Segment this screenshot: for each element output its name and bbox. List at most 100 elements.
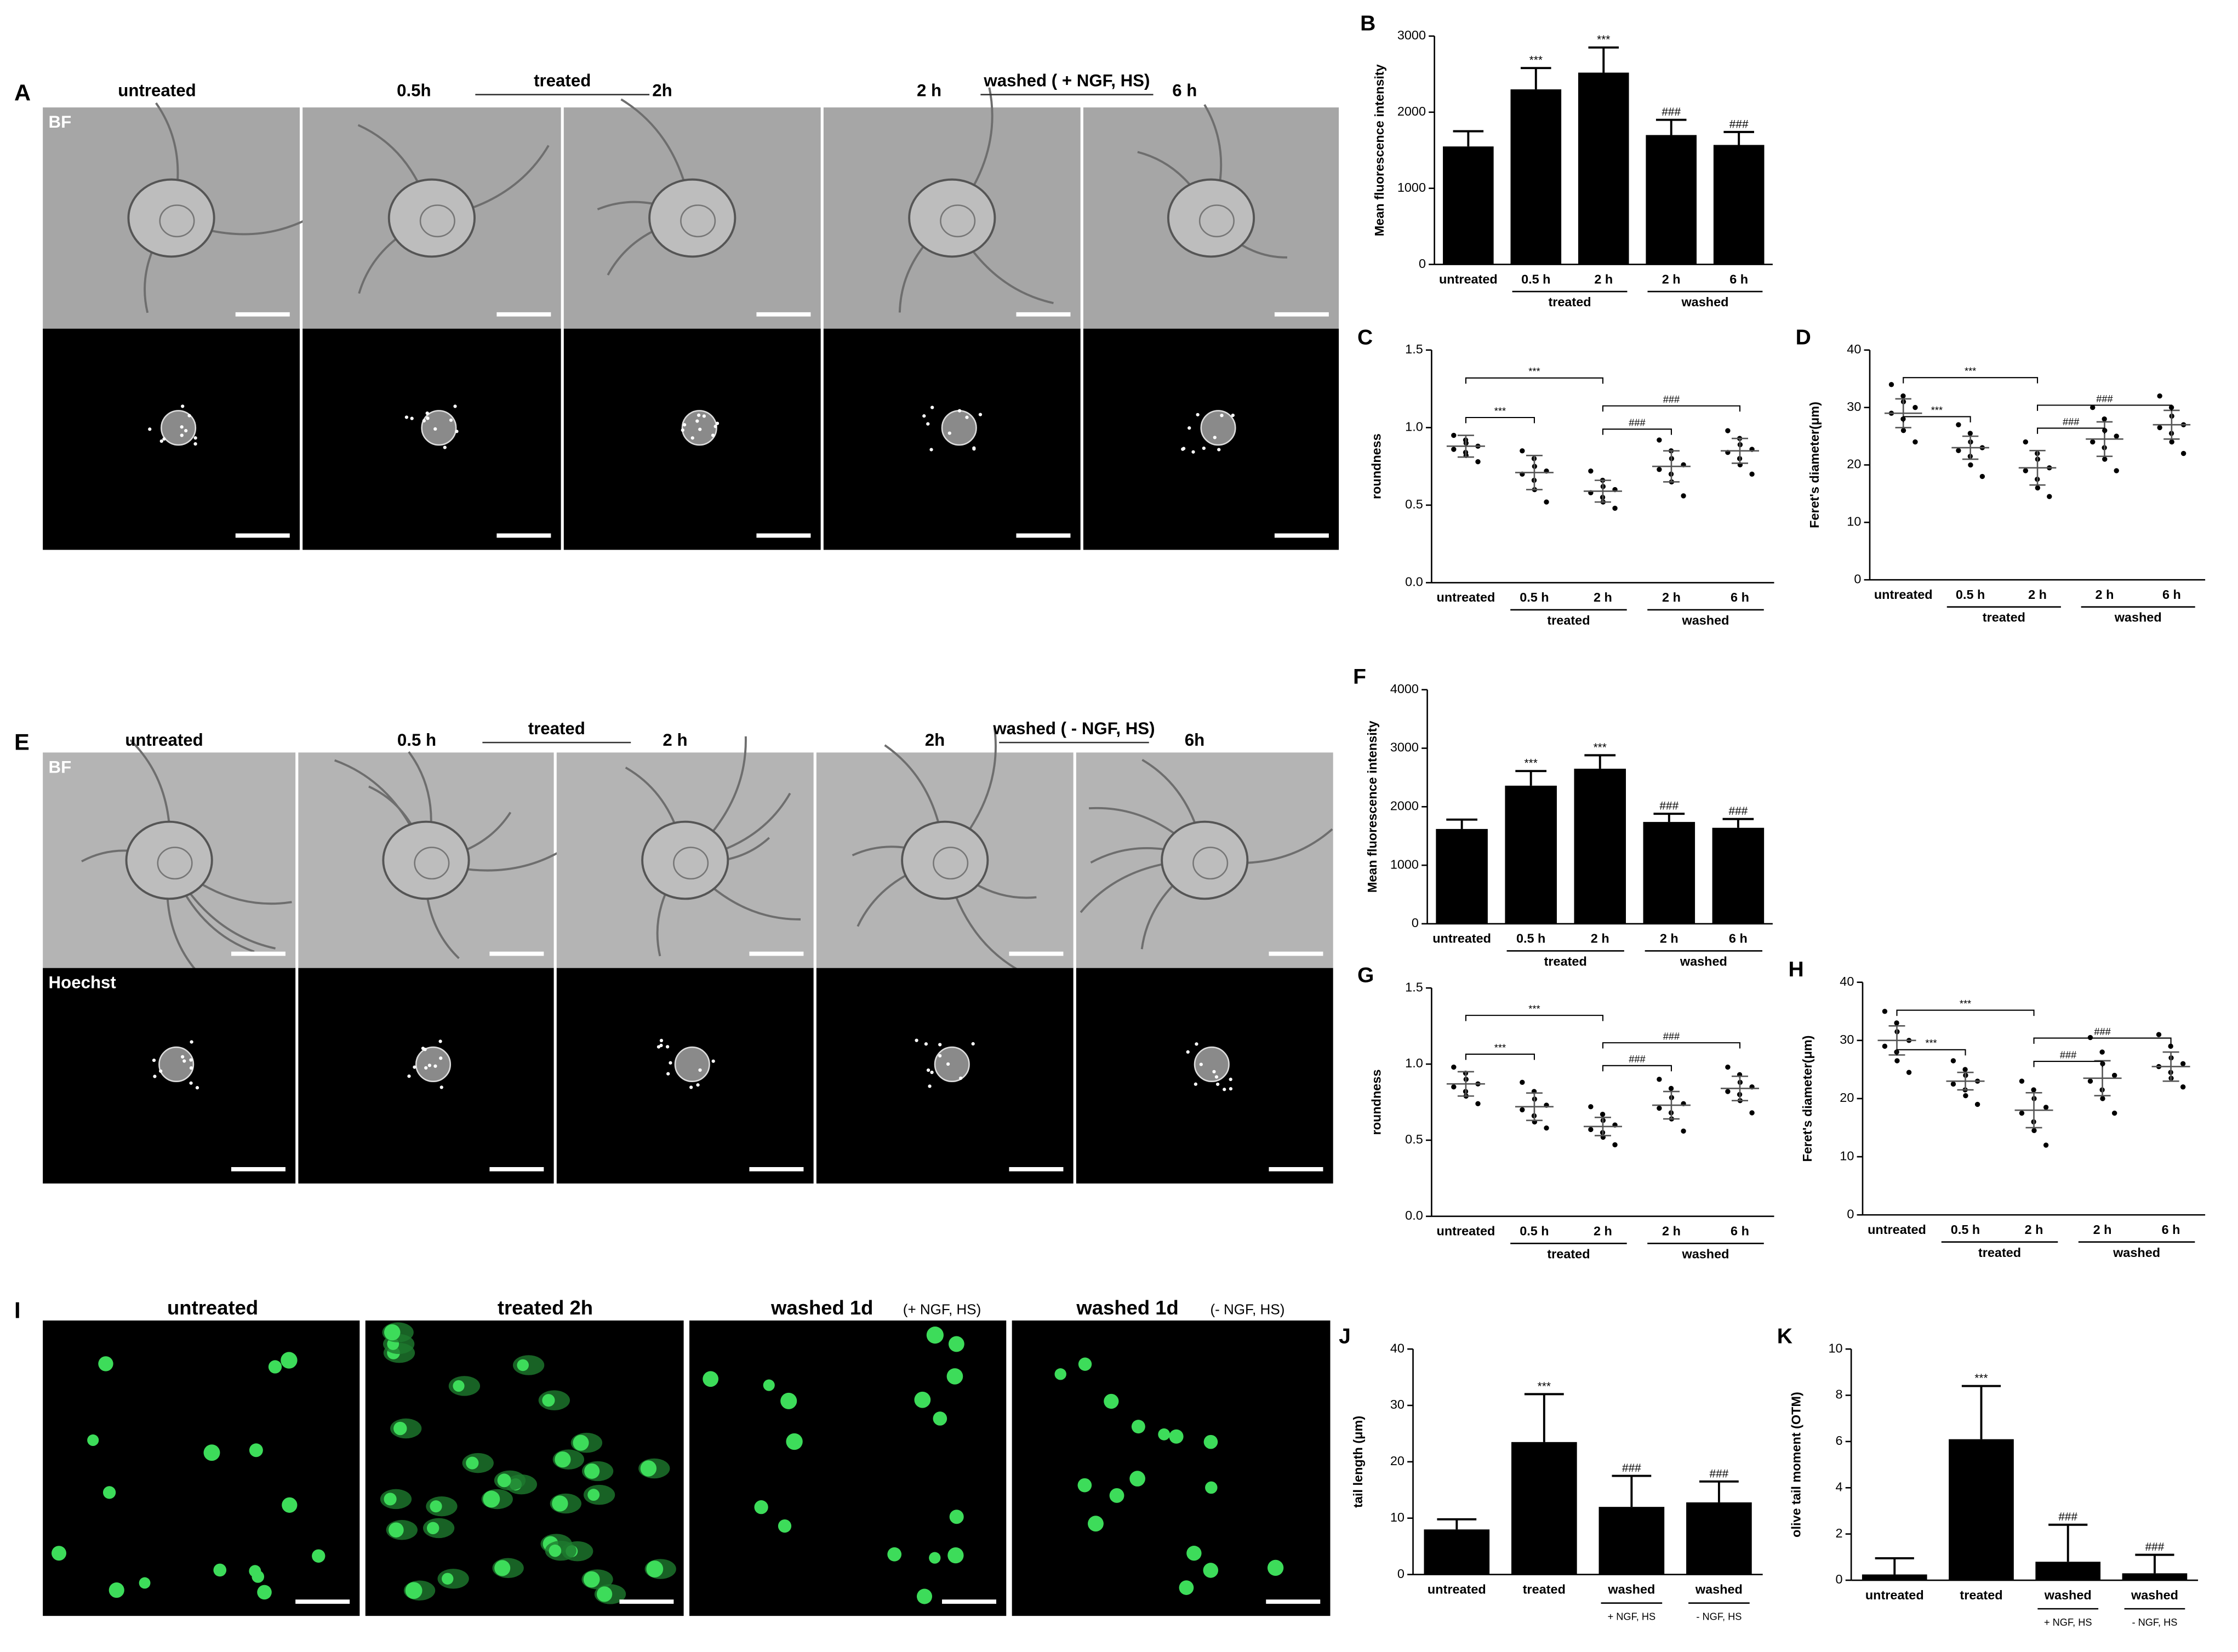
x-tick-label: treated (1523, 1582, 1566, 1596)
nucleus (442, 1573, 454, 1585)
significance-label: *** (1594, 741, 1607, 754)
significance-bracket (1465, 416, 1535, 424)
granule (1186, 1050, 1190, 1054)
data-point (2114, 433, 2119, 439)
significance-label: *** (1494, 1042, 1506, 1053)
granule (698, 1068, 702, 1072)
cell-body (1161, 820, 1249, 900)
granule (971, 1042, 975, 1046)
granule (965, 415, 969, 419)
nucleus (887, 1547, 902, 1562)
y-tick-label: 4 (1835, 1479, 1842, 1494)
x-tick-label: 6 h (1729, 931, 1748, 946)
bar (1505, 785, 1557, 924)
x-tick-label: untreated (1868, 1222, 1926, 1237)
data-point (1962, 1067, 1968, 1072)
granule (1191, 450, 1195, 454)
nucleus (596, 1586, 613, 1602)
column-header: 2 h (917, 81, 941, 100)
granule (180, 425, 184, 429)
x-tick-label: 0.5 h (1951, 1222, 1980, 1237)
nucleus (1205, 1481, 1218, 1494)
x-tick-label: 0.5 h (1521, 272, 1550, 286)
group-label: treated (1983, 610, 2025, 625)
granule (928, 1084, 932, 1088)
nucleus (249, 1443, 263, 1457)
x-tick-label: 2 h (2096, 587, 2114, 602)
column-header: 2 h (663, 730, 687, 750)
granule (422, 419, 426, 423)
x-tick-label: untreated (1865, 1588, 1924, 1602)
data-point (1612, 505, 1618, 511)
granule (1229, 1087, 1233, 1091)
column-header: 0.5h (397, 81, 431, 100)
granule (924, 1042, 928, 1046)
significance-bracket (1903, 377, 2039, 384)
cell-body (648, 178, 737, 258)
y-tick-label: 0 (1419, 256, 1426, 271)
nucleus (281, 1352, 298, 1369)
data-point (2043, 1142, 2049, 1148)
granule (439, 1085, 443, 1089)
significance-bracket (1602, 428, 1672, 435)
significance-bracket (1602, 1065, 1672, 1072)
granule (193, 436, 197, 440)
bar (1686, 1502, 1752, 1575)
column-note: (- NGF, HS) (1210, 1301, 1284, 1318)
granule (915, 1038, 918, 1042)
bar (1443, 146, 1494, 265)
nucleus (754, 1500, 768, 1514)
data-point (2100, 1096, 2105, 1101)
data-point (1882, 1043, 1888, 1049)
nucleus (549, 1544, 562, 1557)
nucleus (1158, 1428, 1171, 1441)
bar (2122, 1573, 2188, 1581)
data-point (2023, 439, 2029, 445)
data-point (1749, 1110, 1755, 1116)
nucleus (1131, 1420, 1145, 1434)
micrograph (689, 1320, 1007, 1616)
nucleus (763, 1379, 775, 1391)
group-label: treated (1547, 613, 1590, 627)
nucleus (87, 1434, 99, 1446)
data-point (1588, 1104, 1594, 1110)
data-point (2180, 450, 2186, 456)
nucleus (1077, 1478, 1092, 1493)
significance-bracket (1903, 416, 1971, 422)
data-point (1657, 437, 1662, 443)
x-tick-label: 2 h (1662, 590, 1681, 604)
nucleus (674, 1046, 710, 1083)
significance-bracket (2033, 1061, 2103, 1067)
nucleus (494, 1560, 511, 1576)
granule (695, 419, 699, 423)
data-point (1900, 427, 1906, 433)
data-point (2168, 1043, 2173, 1049)
x-tick-label: washed (1695, 1582, 1743, 1596)
significance-label: *** (1965, 365, 1976, 377)
y-axis-label: olive tail moment (OTM) (1789, 1392, 1803, 1537)
data-point (2157, 393, 2162, 399)
significance-label: ### (1710, 1467, 1729, 1480)
x-sublabel: - NGF, HS (2132, 1616, 2177, 1628)
nucleus (1054, 1368, 1066, 1380)
y-tick-label: 10 (1828, 1341, 1842, 1355)
significance-bracket (1602, 405, 1741, 412)
bar (2035, 1562, 2101, 1581)
y-axis-label: roundness (1369, 1070, 1384, 1135)
significance-label: ### (1629, 417, 1646, 428)
data-point (1520, 448, 1525, 454)
y-axis-label: Mean fluorescence intensity (1372, 64, 1386, 236)
group-label: washed (1682, 613, 1729, 627)
data-point (1963, 1093, 1968, 1099)
y-tick-label: 3000 (1397, 28, 1426, 42)
nucleus (933, 1411, 947, 1426)
data-point (1451, 1064, 1457, 1070)
data-point (2180, 1084, 2186, 1090)
y-tick-label: 1.0 (1405, 420, 1423, 434)
data-point (1657, 1077, 1662, 1082)
bar (1578, 72, 1629, 265)
data-point (2111, 1072, 2117, 1078)
nucleus (497, 1473, 511, 1488)
nucleus (1169, 1429, 1184, 1444)
y-axis-label: Mean fluorescence intensity (1365, 721, 1379, 893)
